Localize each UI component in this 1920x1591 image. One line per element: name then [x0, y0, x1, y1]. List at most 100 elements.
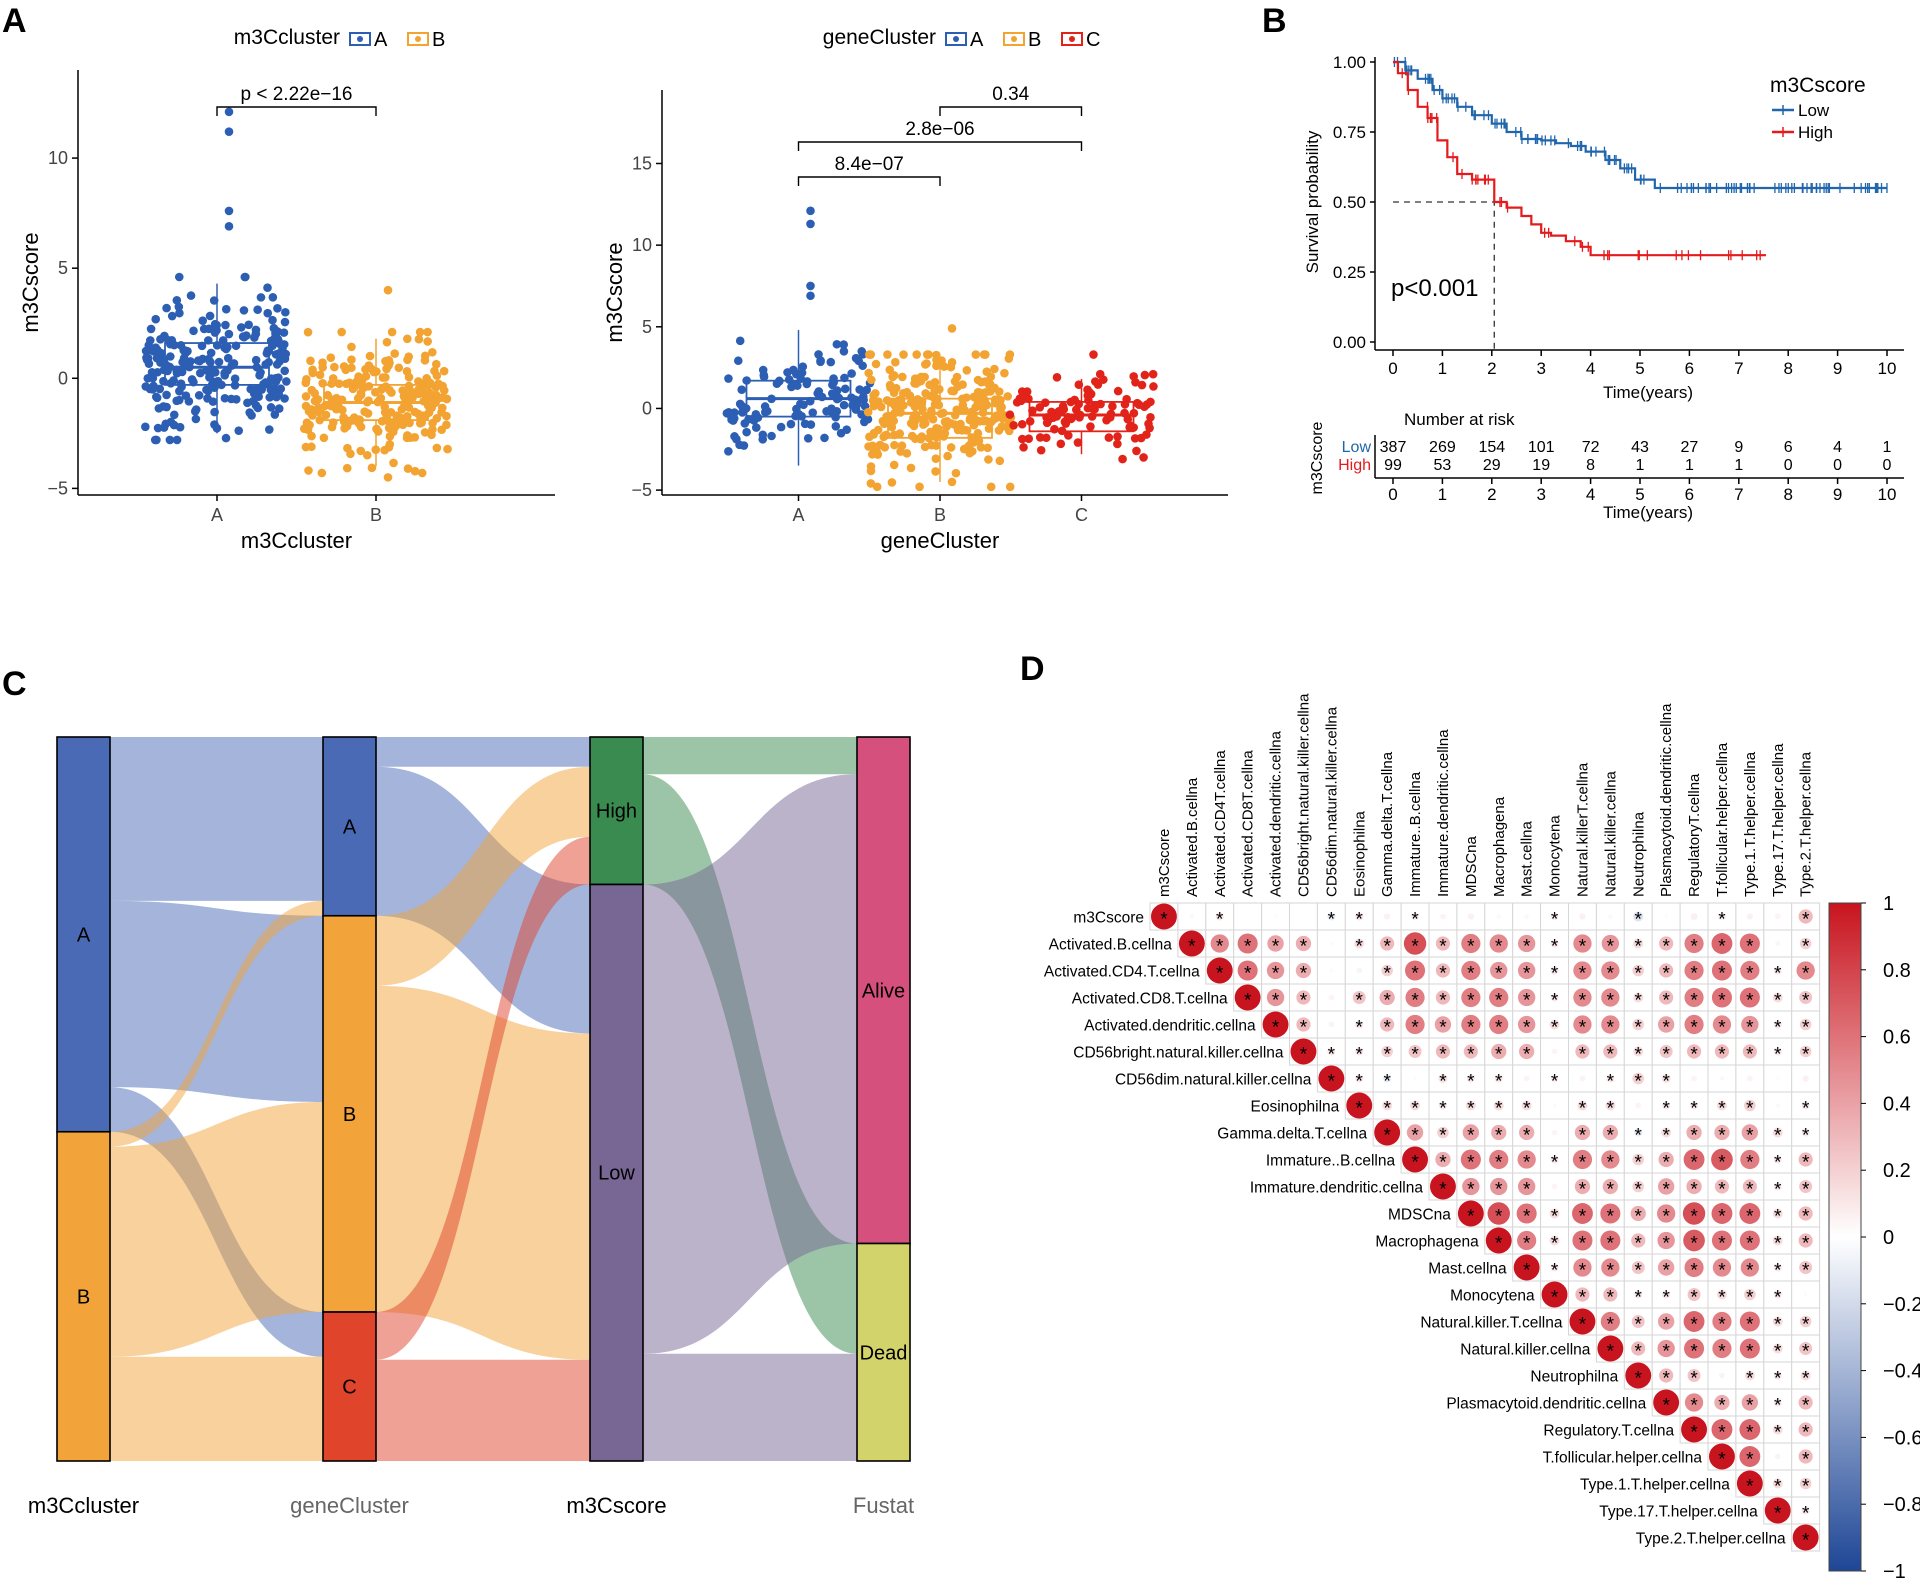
correlation-circle — [1518, 1043, 1535, 1060]
data-point — [266, 403, 276, 412]
data-point — [1083, 391, 1093, 401]
correlation-circle — [1295, 962, 1312, 979]
x-tick-label: 5 — [1635, 359, 1644, 378]
correlation-circle — [1714, 1394, 1730, 1411]
data-point — [891, 383, 901, 393]
data-point — [234, 426, 244, 435]
data-point — [142, 353, 151, 362]
significance-marker: * — [1160, 910, 1168, 931]
data-point — [362, 450, 372, 460]
correlation-circle — [1773, 1020, 1782, 1029]
data-point — [962, 393, 971, 402]
correlation-circle — [1606, 1074, 1615, 1083]
correlation-circle — [1799, 1180, 1813, 1193]
correlation-circle — [1572, 1149, 1593, 1170]
correlation-circle — [1215, 912, 1224, 921]
data-point — [990, 383, 999, 393]
colorbar-tick-label: 0 — [1883, 1227, 1894, 1249]
column-label: Type.17.T.helper.cellna — [1770, 743, 1787, 897]
data-point — [1087, 403, 1097, 413]
matrix-cell — [1595, 929, 1625, 958]
significance-marker: * — [1746, 1369, 1754, 1390]
data-point — [270, 333, 280, 343]
data-point — [1148, 369, 1158, 379]
correlation-circle — [1653, 1389, 1680, 1416]
data-point — [998, 409, 1007, 419]
correlation-circle — [1295, 935, 1312, 952]
outlier-point — [224, 206, 234, 216]
correlation-circle — [1796, 961, 1815, 980]
data-point — [1064, 431, 1073, 440]
data-point — [946, 362, 956, 372]
significance-marker: * — [1383, 1099, 1391, 1120]
data-point — [866, 375, 876, 385]
data-point — [994, 426, 1004, 435]
correlation-circle — [1601, 934, 1620, 953]
data-point — [274, 349, 283, 358]
correlation-circle — [1517, 988, 1536, 1007]
data-point — [863, 414, 873, 424]
correlation-circle — [1461, 933, 1481, 954]
x-tick-label: 10 — [1878, 485, 1897, 504]
correlation-circle — [1631, 1315, 1645, 1328]
data-point — [1093, 380, 1103, 389]
correlation-circle — [1329, 968, 1334, 973]
significance-marker: * — [1216, 964, 1224, 985]
significance-marker: * — [1579, 1126, 1587, 1147]
sankey-node-label: Alive — [862, 980, 905, 1002]
significance-marker: * — [1439, 1153, 1447, 1174]
significance-marker: * — [1662, 1288, 1670, 1309]
correlation-circle — [1801, 1128, 1810, 1137]
data-point — [251, 355, 261, 365]
correlation-circle — [1403, 932, 1427, 955]
significance-marker: * — [1523, 1261, 1531, 1282]
significance-marker: * — [1439, 1045, 1447, 1066]
correlation-circle — [1714, 1179, 1730, 1194]
correlation-circle — [1262, 1011, 1289, 1038]
sankey-axis-label: m3Cscore — [566, 1493, 666, 1518]
correlation-circle — [1574, 1124, 1591, 1141]
significance-marker: * — [1802, 1531, 1810, 1552]
data-point — [1016, 396, 1026, 406]
correlation-circle — [1681, 1416, 1708, 1443]
significance-marker: * — [1523, 937, 1531, 958]
data-point — [263, 346, 273, 355]
correlation-circle — [1659, 963, 1674, 978]
significance-marker: * — [1607, 1207, 1615, 1228]
data-point — [147, 367, 157, 377]
risk-count: 9 — [1734, 439, 1743, 456]
data-point — [223, 353, 233, 363]
data-point — [245, 408, 254, 417]
x-tick-label: 2 — [1487, 359, 1496, 378]
correlation-circle — [1328, 1021, 1335, 1028]
x-tick-label: 1 — [1438, 485, 1447, 504]
data-point — [437, 425, 446, 435]
significance-marker: * — [1662, 1045, 1670, 1066]
legend-label: B — [432, 29, 445, 51]
correlation-circle — [1712, 1258, 1732, 1277]
row-label: Activated.CD8.T.cellna — [1072, 991, 1228, 1008]
comparison-label: 8.4e−07 — [835, 154, 904, 175]
correlation-circle — [1430, 1173, 1456, 1200]
data-point — [1113, 386, 1123, 396]
correlation-circle — [1632, 1180, 1645, 1193]
significance-marker: * — [1607, 1315, 1615, 1336]
data-point — [152, 435, 161, 445]
significance-marker: * — [1690, 1018, 1698, 1039]
correlation-circle — [1290, 1038, 1317, 1065]
significance-marker: * — [1802, 1045, 1810, 1066]
significance-marker: * — [1690, 1288, 1698, 1309]
data-point — [301, 442, 311, 452]
data-point — [1041, 433, 1051, 443]
correlation-circle — [1549, 1208, 1560, 1219]
data-point — [363, 409, 373, 418]
sankey-link — [110, 1101, 323, 1357]
row-label: Monocytena — [1450, 1288, 1535, 1305]
significance-marker: * — [1802, 991, 1810, 1012]
significance-marker: * — [1495, 1099, 1503, 1120]
correlation-circle — [1438, 1101, 1448, 1110]
y-tick-label: 0 — [58, 368, 68, 388]
legend-swatch — [1003, 32, 1025, 46]
data-point — [1118, 454, 1127, 464]
